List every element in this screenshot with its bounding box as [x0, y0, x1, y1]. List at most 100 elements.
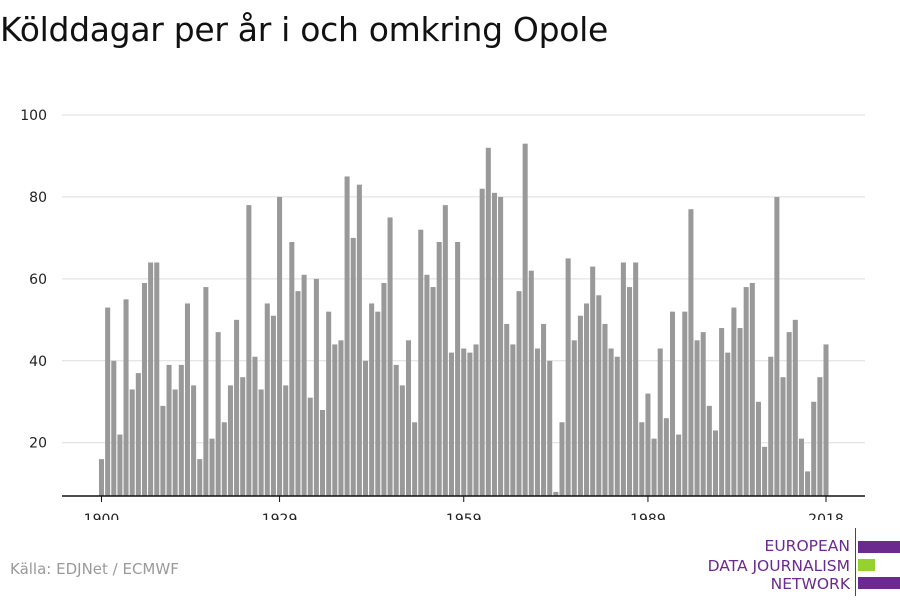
bar-1975	[559, 422, 565, 496]
y-axis-ticks: 20 40 60 80 100	[20, 108, 47, 452]
bar-1937	[326, 311, 332, 496]
bar-1924	[246, 205, 252, 496]
bar-1972	[541, 323, 547, 496]
bar-1917	[203, 287, 209, 496]
bar-2014	[798, 438, 804, 496]
bar-1911	[166, 364, 172, 496]
bar-1986	[627, 287, 633, 496]
bar-1946	[381, 282, 387, 496]
bar-1915	[191, 385, 197, 496]
bar-1936	[320, 409, 326, 496]
bar-1941	[350, 237, 356, 496]
y-tick-label: 100	[20, 108, 47, 124]
chart-title: Kölddagar per år i och omkring Opole	[0, 10, 608, 49]
bar-1913	[178, 364, 184, 496]
bar-2000	[712, 430, 718, 496]
bar-1918	[209, 438, 215, 496]
bar-1962	[479, 188, 485, 497]
bar-1951	[412, 422, 418, 496]
bar-1956	[442, 205, 448, 496]
bar-2016	[811, 401, 817, 496]
bar-1942	[356, 184, 362, 496]
bar-2012	[786, 332, 792, 496]
bar-1901	[105, 307, 111, 496]
bar-1922	[234, 319, 240, 496]
bar-1989	[645, 393, 651, 496]
bar-1979	[584, 303, 590, 496]
bar-2017	[817, 377, 823, 496]
bar-1961	[473, 344, 479, 496]
bar-2009	[768, 356, 774, 496]
logo-bar-2	[858, 559, 875, 571]
bar-1925	[252, 356, 258, 496]
bars	[98, 143, 829, 497]
bar-1992	[663, 418, 669, 496]
bar-1971	[534, 348, 540, 496]
bar-chart: 20 40 60 80 100 1900 1929 1959 1989 2018	[20, 108, 865, 520]
bar-2007	[755, 401, 761, 496]
bar-2011	[780, 377, 786, 496]
bar-1974	[553, 491, 559, 496]
bar-1919	[215, 332, 221, 496]
bar-1940	[344, 176, 350, 496]
bar-1947	[387, 217, 393, 497]
x-axis-ticks: 1900 1929 1959 1989 2018	[84, 496, 844, 520]
bar-1902	[111, 360, 117, 496]
bar-1930	[283, 385, 289, 496]
bar-2018	[823, 344, 829, 496]
logo-line-1: EUROPEAN	[764, 537, 850, 555]
bar-1988	[639, 422, 645, 496]
bar-1953	[424, 274, 430, 496]
logo-line-2: DATA JOURNALISM	[707, 557, 850, 575]
bar-1904	[123, 299, 129, 496]
bar-2004	[737, 328, 743, 496]
bar-1970	[528, 270, 534, 496]
bar-1933	[301, 274, 307, 496]
bar-1916	[197, 459, 203, 496]
bar-1981	[596, 295, 602, 496]
bar-1955	[436, 242, 442, 496]
bar-1982	[602, 323, 608, 496]
bar-1903	[117, 434, 123, 496]
bar-2008	[762, 446, 768, 496]
bar-1910	[160, 405, 166, 496]
source-note: Källa: EDJNet / ECMWF	[10, 560, 179, 578]
bar-1939	[338, 340, 344, 496]
bar-1926	[258, 389, 264, 496]
bar-1997	[694, 340, 700, 496]
bar-1966	[504, 323, 510, 496]
bar-1949	[399, 385, 405, 496]
bar-1983	[608, 348, 614, 496]
bar-1958	[455, 242, 461, 496]
bar-1993	[669, 311, 676, 496]
bar-2015	[805, 471, 811, 496]
bar-1959	[461, 348, 467, 496]
logo-bar-1	[858, 541, 900, 553]
y-tick-label: 20	[29, 436, 47, 452]
bar-1943	[362, 360, 369, 496]
bar-1934	[307, 397, 313, 496]
bar-1923	[240, 377, 246, 496]
bar-1909	[154, 262, 160, 496]
bar-1980	[590, 266, 596, 496]
x-tick-label: 2018	[808, 512, 844, 520]
x-tick-label: 1989	[630, 512, 666, 520]
bar-1954	[430, 287, 436, 496]
bar-1973	[547, 360, 553, 496]
x-tick-label: 1929	[262, 512, 298, 520]
y-tick-label: 80	[29, 190, 47, 206]
bar-1908	[148, 262, 154, 496]
bar-1929	[277, 196, 283, 496]
logo-line-3: NETWORK	[770, 575, 850, 593]
bar-1932	[295, 291, 301, 496]
bar-2005	[743, 287, 749, 496]
x-tick-label: 1959	[446, 512, 482, 520]
bar-1952	[418, 229, 424, 496]
bar-1921	[227, 385, 233, 496]
bar-1914	[184, 303, 190, 496]
x-tick-label: 1900	[84, 512, 120, 520]
bar-1907	[141, 282, 147, 496]
bar-1977	[571, 340, 577, 496]
bar-1905	[129, 389, 135, 496]
bar-1996	[688, 209, 694, 497]
